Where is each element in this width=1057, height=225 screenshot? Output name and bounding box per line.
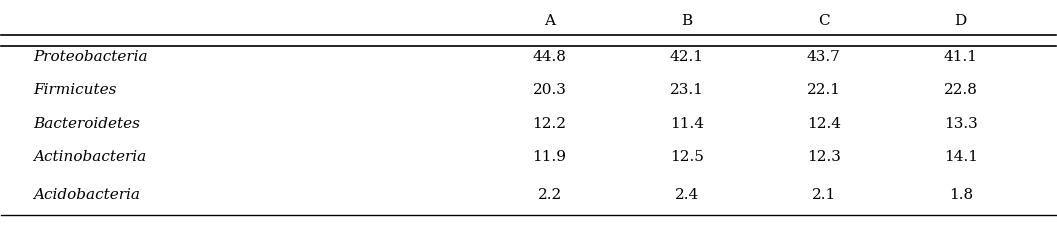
Text: D: D (954, 14, 967, 28)
Text: 22.1: 22.1 (806, 83, 840, 97)
Text: 23.1: 23.1 (670, 83, 704, 97)
Text: 14.1: 14.1 (944, 150, 978, 164)
Text: 2.4: 2.4 (674, 188, 699, 202)
Text: Proteobacteria: Proteobacteria (33, 50, 148, 64)
Text: 11.4: 11.4 (670, 117, 704, 130)
Text: 44.8: 44.8 (533, 50, 567, 64)
Text: C: C (818, 14, 830, 28)
Text: 42.1: 42.1 (670, 50, 704, 64)
Text: Bacteroidetes: Bacteroidetes (33, 117, 140, 130)
Text: Firmicutes: Firmicutes (33, 83, 116, 97)
Text: 12.3: 12.3 (806, 150, 840, 164)
Text: 2.1: 2.1 (812, 188, 836, 202)
Text: 1.8: 1.8 (949, 188, 972, 202)
Text: 12.5: 12.5 (670, 150, 704, 164)
Text: 20.3: 20.3 (533, 83, 567, 97)
Text: 11.9: 11.9 (533, 150, 567, 164)
Text: Acidobacteria: Acidobacteria (33, 188, 140, 202)
Text: A: A (544, 14, 555, 28)
Text: B: B (681, 14, 692, 28)
Text: Actinobacteria: Actinobacteria (33, 150, 146, 164)
Text: 2.2: 2.2 (537, 188, 561, 202)
Text: 41.1: 41.1 (944, 50, 978, 64)
Text: 12.4: 12.4 (806, 117, 840, 130)
Text: 13.3: 13.3 (944, 117, 978, 130)
Text: 43.7: 43.7 (806, 50, 840, 64)
Text: 22.8: 22.8 (944, 83, 978, 97)
Text: 12.2: 12.2 (533, 117, 567, 130)
